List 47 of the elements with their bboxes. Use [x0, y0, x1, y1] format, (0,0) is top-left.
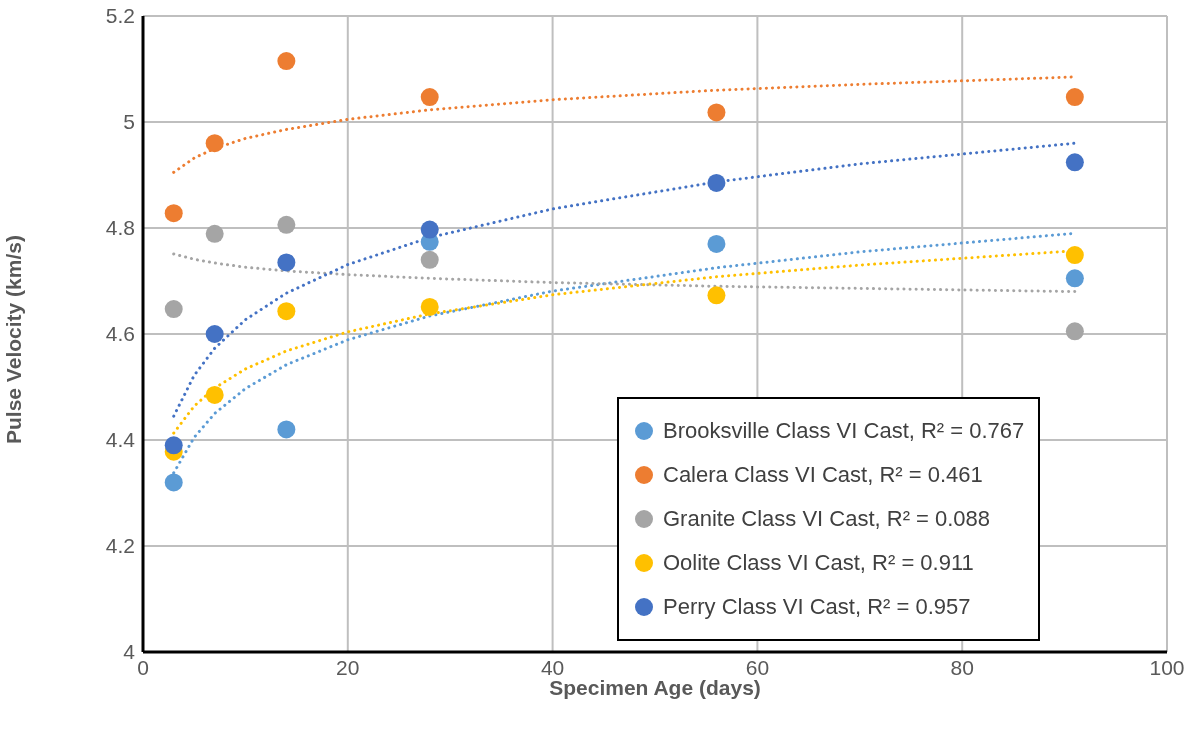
point: [164, 204, 183, 223]
legend-label: Brooksville Class VI Cast, R² = 0.767: [663, 418, 1025, 444]
point: [707, 103, 726, 122]
legend-label: Calera Class VI Cast, R² = 0.461: [663, 462, 983, 488]
point: [1065, 88, 1084, 107]
point: [707, 173, 726, 192]
point: [277, 253, 296, 272]
point: [205, 385, 224, 404]
legend-label: Granite Class VI Cast, R² = 0.088: [663, 506, 991, 532]
point: [707, 286, 726, 305]
point: [277, 52, 296, 71]
point: [164, 436, 183, 455]
x-tick-label: 0: [137, 655, 149, 679]
y-axis-title: Pulse Velocity (km/s): [2, 235, 26, 444]
point: [420, 88, 439, 107]
point: [205, 325, 224, 343]
y-tick-label: 4.8: [105, 216, 135, 240]
legend-label: Oolite Class VI Cast, R² = 0.911: [663, 550, 974, 576]
point: [1065, 153, 1084, 172]
y-tick-label: 4.4: [105, 428, 136, 452]
y-tick-label: 5.2: [105, 4, 135, 28]
point: [1065, 322, 1084, 341]
point: [1065, 269, 1084, 288]
x-axis-title: Specimen Age (days): [549, 676, 761, 699]
x-tick-label: 100: [1149, 655, 1185, 679]
point: [420, 220, 439, 239]
x-tick-label: 60: [745, 655, 770, 679]
point: [277, 302, 296, 321]
y-tick-label: 4.2: [105, 534, 135, 558]
x-tick-label: 40: [540, 655, 565, 679]
point: [205, 224, 224, 243]
point: [205, 134, 224, 153]
y-tick-label: 4: [123, 640, 136, 664]
point: [277, 215, 296, 234]
point: [164, 300, 183, 319]
y-tick-label: 4.6: [105, 322, 135, 346]
point: [1065, 246, 1084, 265]
legend-label: Perry Class VI Cast, R² = 0.957: [663, 594, 971, 620]
line-series: [172, 141, 1077, 418]
y-tick-label: 5: [123, 110, 135, 134]
point: [707, 234, 726, 253]
point: [420, 250, 439, 269]
point: [420, 297, 439, 316]
x-tick-label: 80: [950, 655, 974, 679]
x-tick-label: 20: [336, 655, 360, 679]
point: [164, 473, 183, 492]
point: [277, 420, 296, 439]
